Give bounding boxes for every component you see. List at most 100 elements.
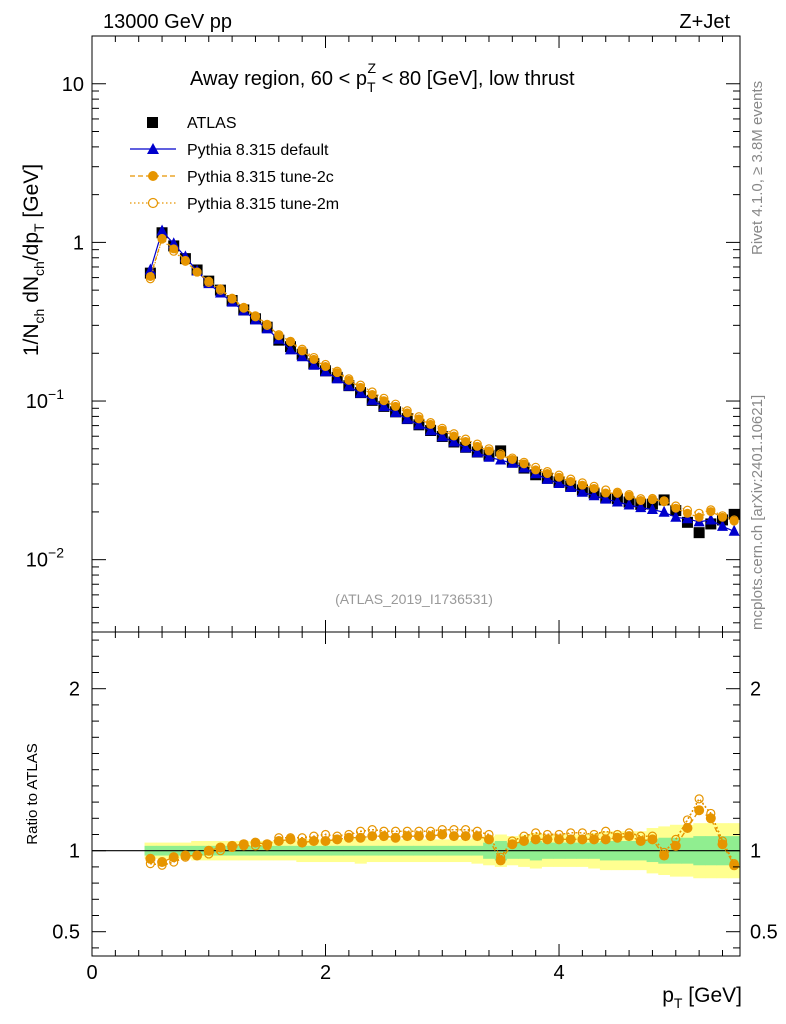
ratio-default-point <box>285 834 296 845</box>
ratio-default-point <box>332 834 343 845</box>
default-point <box>705 513 717 525</box>
tune-2c-point <box>402 408 412 418</box>
default-point <box>541 472 553 484</box>
default-point <box>635 501 647 513</box>
tune-2m-point <box>601 485 611 495</box>
tune-2m-point <box>169 246 179 256</box>
default-point <box>611 495 623 507</box>
ratio-y-tick-label: 0.5 <box>52 922 80 944</box>
tune-2m-point <box>507 453 517 463</box>
tune-2m-point <box>589 481 599 491</box>
tune-2c-point <box>426 419 436 429</box>
tune-2m-line <box>149 237 735 521</box>
default-point <box>716 519 728 531</box>
default-point <box>483 450 495 462</box>
ratio-default-point <box>308 835 319 846</box>
tune-2m-point <box>636 494 646 504</box>
default-point <box>600 492 612 504</box>
default-point <box>623 498 635 510</box>
tune-2m-point <box>671 501 681 511</box>
tune-2c-point <box>391 401 401 411</box>
legend-label-tune-2m: Pythia 8.315 tune-2m <box>187 196 339 213</box>
default-point <box>331 372 343 384</box>
process-label: Z+Jet <box>679 11 730 33</box>
tune-2m-point <box>577 478 587 488</box>
default-line <box>149 229 735 532</box>
xlabel-main: p <box>662 984 674 1007</box>
default-point <box>553 477 565 489</box>
ratio-default-point <box>705 813 716 824</box>
ratio-tune-2c-point <box>694 794 704 804</box>
tune-2m-point <box>309 352 319 363</box>
default-point <box>355 386 367 398</box>
tune-2m-point <box>297 344 307 354</box>
tune-2c-point <box>169 244 179 254</box>
main-y-tick-label: 10 <box>62 74 84 96</box>
default-point <box>646 503 658 515</box>
ratio-default-point <box>565 834 576 845</box>
ratio-a-line <box>150 797 735 866</box>
tune-2c-point <box>379 396 389 406</box>
ratio-x-tick-label: 0 <box>86 962 97 984</box>
default-point <box>658 505 670 517</box>
mcplots-label: mcplots.cern.ch [arXiv:2401.10621] <box>749 395 766 630</box>
ratio-xlabel: pT [GeV] <box>662 984 742 1011</box>
tune-2m-point <box>472 439 482 449</box>
main-panel: 10 1 10−1 10−2 Away region, 60 < pTZ < 80 [… <box>20 35 741 633</box>
default-point <box>670 510 682 522</box>
default-point <box>284 343 296 355</box>
default-point <box>436 430 448 442</box>
tune-2m-point <box>554 470 564 480</box>
title-post: < 80 [GeV], low thrust <box>376 68 575 90</box>
analysis-watermark: (ATLAS_2019_I1736531) <box>335 591 493 607</box>
ratio-x-tick-label: 4 <box>553 962 564 984</box>
default-point <box>448 435 460 447</box>
ratio-ticks: 2 2 1 1 0.5 0.5 0 2 4 <box>52 632 778 984</box>
tune-2m-point <box>647 493 658 504</box>
tune-2m-point <box>461 434 471 444</box>
default-point <box>425 424 437 436</box>
legend-marker-default <box>147 143 159 154</box>
title-sup: Z <box>368 60 377 76</box>
legend-label-tune-2c: Pythia 8.315 tune-2c <box>187 169 334 186</box>
ratio-default-point <box>589 834 600 845</box>
tune-2m-point <box>332 366 342 376</box>
ratio-y-tick-label: 1 <box>69 841 80 863</box>
default-point <box>413 418 425 430</box>
tune-2c-point <box>577 480 587 490</box>
ratio-series <box>145 794 740 871</box>
tune-2m-point <box>717 511 728 521</box>
tune-2m-point <box>682 505 693 515</box>
tune-2m-point <box>320 359 331 370</box>
ratio-frame <box>91 631 741 957</box>
tune-2m-point <box>227 294 237 304</box>
legend-marker-tune-2m <box>147 197 159 209</box>
legend: ATLAS Pythia 8.315 default Pythia 8.315 … <box>130 115 339 213</box>
legend-label-default: Pythia 8.315 default <box>187 142 329 159</box>
ratio-default-point <box>612 832 623 843</box>
tune-2c-line <box>149 237 735 522</box>
default-point <box>471 446 483 458</box>
default-point <box>588 489 600 501</box>
tune-2m-point <box>706 505 716 515</box>
tune-2m-point <box>239 303 249 313</box>
tune-2m-point <box>612 487 623 497</box>
ratio-default-point <box>378 831 389 842</box>
ratio-panel: 2 2 1 1 0.5 0.5 0 2 4 Ratio to ATLAS pT [GeV] <box>24 631 778 1011</box>
ratio-default-final-line <box>150 809 735 866</box>
tune-2m-point <box>274 330 284 340</box>
tune-2m-point <box>496 449 506 459</box>
tune-2m-point <box>437 423 447 433</box>
tune-2m-point <box>390 399 401 409</box>
main-ticks: 10 1 10−1 10−2 <box>26 35 740 632</box>
tune-2m-point <box>215 285 226 295</box>
tune-2m-point <box>402 406 412 416</box>
ratio-default-point <box>402 831 413 842</box>
tune-2c-point <box>356 382 366 392</box>
default-point <box>565 481 577 493</box>
default-point <box>576 485 588 497</box>
default-point <box>343 379 355 391</box>
tune-2c-point <box>449 431 459 441</box>
tune-2m-point <box>484 444 494 454</box>
